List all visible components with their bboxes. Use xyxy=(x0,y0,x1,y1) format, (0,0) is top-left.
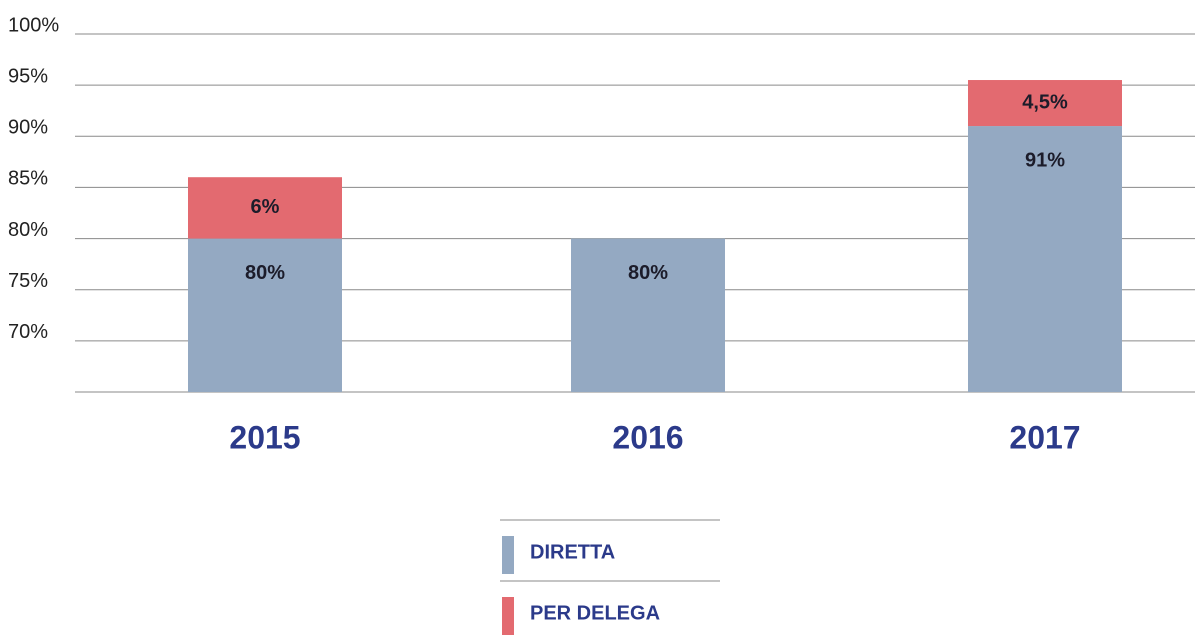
y-tick-label: 85% xyxy=(8,168,48,190)
y-tick-label: 90% xyxy=(8,117,48,139)
x-tick-label: 2016 xyxy=(612,419,683,455)
x-tick-label: 2017 xyxy=(1009,419,1080,455)
legend-label: PER DELEGA xyxy=(530,602,660,624)
bar-segment xyxy=(188,177,342,239)
bar-segment xyxy=(968,126,1122,393)
value-label: 6% xyxy=(251,196,280,218)
value-label: 4,5% xyxy=(1022,91,1068,113)
bar-segment xyxy=(188,238,342,392)
y-tick-label: 75% xyxy=(8,270,48,292)
bar-segment xyxy=(571,238,725,392)
y-tick-label: 95% xyxy=(8,65,48,87)
y-tick-label: 70% xyxy=(8,321,48,343)
legend-swatch xyxy=(502,536,514,574)
value-label: 80% xyxy=(628,262,668,284)
x-tick-label: 2015 xyxy=(229,419,300,455)
bar-segment xyxy=(968,80,1122,127)
legend-label: DIRETTA xyxy=(530,541,615,563)
y-tick-label: 80% xyxy=(8,219,48,241)
value-label: 80% xyxy=(245,262,285,284)
value-label: 91% xyxy=(1025,149,1065,171)
y-tick-label: 100% xyxy=(8,14,59,36)
legend-swatch xyxy=(502,597,514,635)
